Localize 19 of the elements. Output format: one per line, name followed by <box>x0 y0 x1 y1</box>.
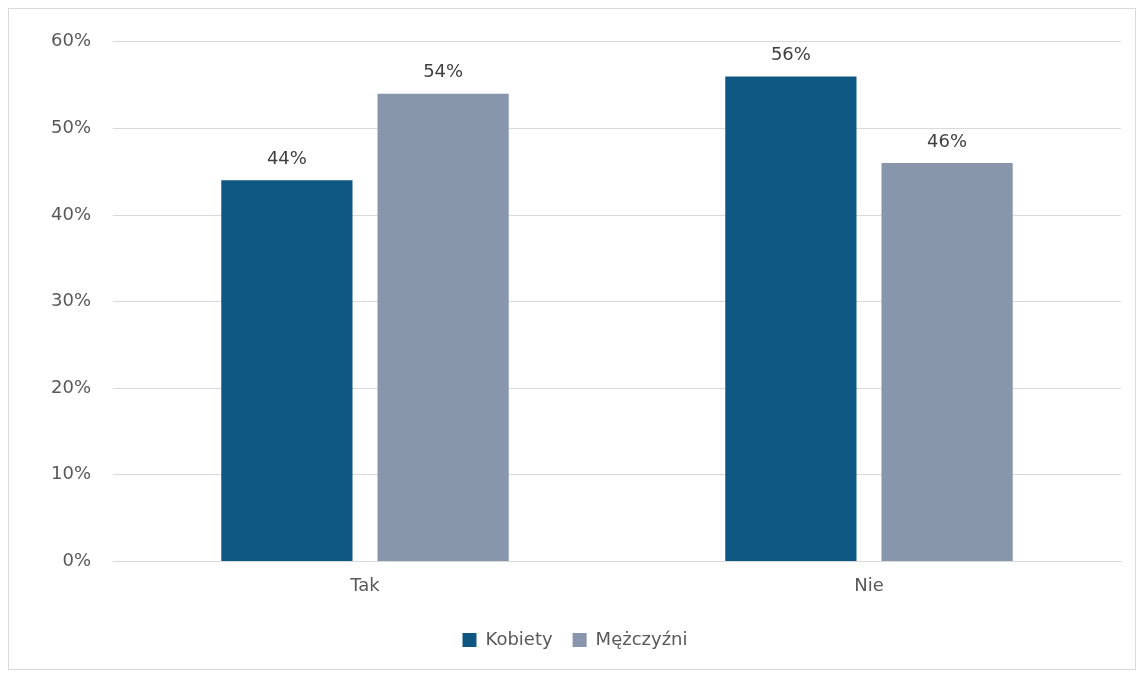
y-tick-label: 20% <box>50 375 92 397</box>
y-tick-label: 40% <box>50 202 92 224</box>
x-tick-label: Tak <box>349 573 381 595</box>
data-label: 44% <box>266 147 307 169</box>
bar <box>725 76 857 561</box>
y-tick-label: 60% <box>50 29 92 51</box>
x-tick-label: Nie <box>854 573 884 595</box>
y-tick-label: 30% <box>50 289 92 311</box>
legend-label: Mężczyźni <box>595 627 688 649</box>
bar <box>221 180 353 561</box>
y-tick-label: 50% <box>50 116 92 138</box>
y-tick-label: 10% <box>50 462 92 484</box>
legend-label: Kobiety <box>485 627 553 649</box>
data-label: 46% <box>927 129 968 151</box>
y-tick-label: 0% <box>62 549 92 571</box>
data-label: 54% <box>423 60 464 82</box>
bar <box>881 163 1013 561</box>
bar <box>377 93 509 561</box>
data-label: 56% <box>770 43 811 65</box>
